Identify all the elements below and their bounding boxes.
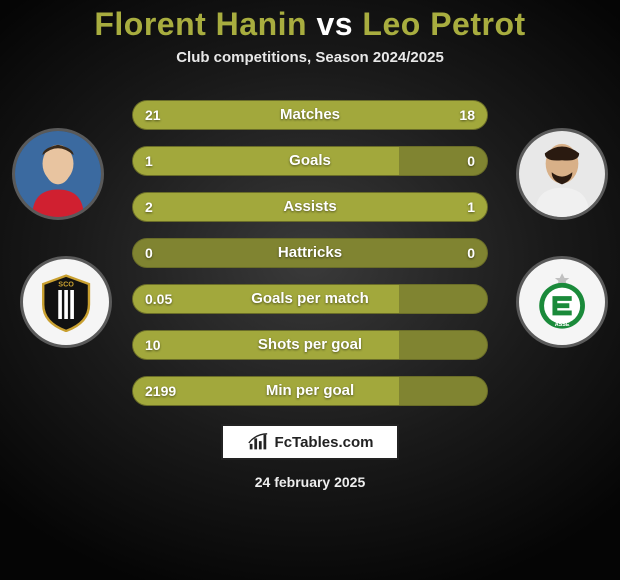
title-player2: Leo Petrot	[362, 6, 525, 42]
stat-row: 2118Matches	[132, 100, 488, 130]
title-player1: Florent Hanin	[94, 6, 307, 42]
date-text: 24 february 2025	[0, 474, 620, 490]
team-logo-right: ASSE	[516, 256, 608, 348]
stat-row: 21Assists	[132, 192, 488, 222]
svg-text:ASSE: ASSE	[555, 322, 570, 328]
stat-label: Goals per match	[133, 285, 487, 313]
stat-row: 2199Min per goal	[132, 376, 488, 406]
team-logo-left: SCO	[20, 256, 112, 348]
svg-text:SCO: SCO	[58, 279, 74, 288]
stat-row: 10Shots per goal	[132, 330, 488, 360]
stat-label: Hattricks	[133, 239, 487, 267]
stat-row: 10Goals	[132, 146, 488, 176]
stat-row: 0.05Goals per match	[132, 284, 488, 314]
brand-badge: FcTables.com	[221, 424, 399, 460]
stat-label: Assists	[133, 193, 487, 221]
comparison-card: Florent Hanin vs Leo Petrot Club competi…	[0, 0, 620, 580]
brand-text: FcTables.com	[275, 434, 374, 451]
stat-label: Min per goal	[133, 377, 487, 405]
title-vs: vs	[316, 6, 353, 42]
subtitle: Club competitions, Season 2024/2025	[0, 49, 620, 66]
avatar-player1	[12, 128, 104, 220]
stat-label: Shots per goal	[133, 331, 487, 359]
shield-icon: ASSE	[532, 272, 592, 332]
avatar-player2	[516, 128, 608, 220]
page-title: Florent Hanin vs Leo Petrot	[0, 6, 620, 43]
person-icon	[519, 131, 605, 217]
bar-chart-icon	[247, 431, 269, 453]
stat-label: Matches	[133, 101, 487, 129]
person-icon	[15, 131, 101, 217]
stat-bars: 2118Matches 10Goals 21Assists 00Hattricks 0.…	[132, 100, 488, 406]
shield-icon: SCO	[36, 272, 96, 332]
stat-row: 00Hattricks	[132, 238, 488, 268]
stat-label: Goals	[133, 147, 487, 175]
